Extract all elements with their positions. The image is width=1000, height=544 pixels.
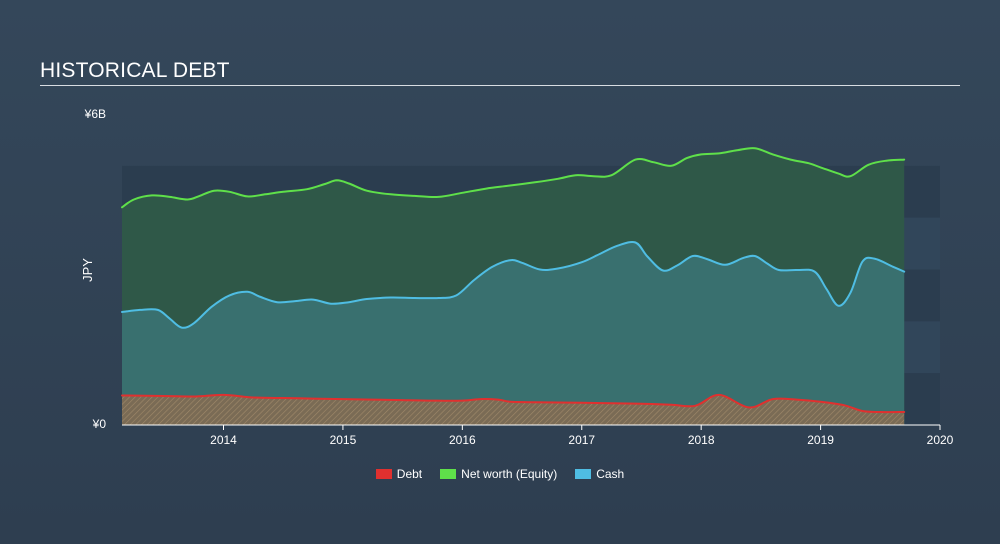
series-areas [122,148,905,425]
x-tick-label: 2020 [927,433,954,447]
legend-item-net-worth[interactable]: Net worth (Equity) [440,467,557,481]
line-cash [121,240,906,329]
x-tick-label: 2018 [688,433,715,447]
legend-label-cash: Cash [596,467,625,481]
series-lines [121,147,906,414]
y-tick-label-top: ¥6B [84,107,106,121]
x-tick-label: 2017 [568,433,595,447]
legend-item-cash[interactable]: Cash [575,467,624,481]
axes: ¥6B ¥0 JPY [80,107,106,431]
legend-swatch-net-worth [440,469,457,479]
y-axis-label: JPY [80,258,95,282]
x-tick-label: 2016 [449,433,476,447]
line-net-worth [121,147,906,209]
x-axis: 2014 2015 2016 2017 2018 2019 2020 [122,424,954,447]
legend-label-debt: Debt [396,467,423,481]
area-debt [122,394,905,425]
y-tick-label-bottom: ¥0 [92,417,107,431]
legend-item-debt[interactable]: Debt [375,467,423,481]
area-cash [122,241,905,425]
legend-swatch-cash [575,469,592,479]
chart-title: HISTORICAL DEBT [40,59,230,82]
legend-label-net-worth: Net worth (Equity) [461,467,558,481]
title-divider [40,85,960,86]
x-tick-label: 2015 [330,433,357,447]
x-tick-label: 2019 [807,433,834,447]
legend-swatch-debt [375,469,392,479]
line-debt [121,393,906,414]
x-tick-label: 2014 [210,433,237,447]
legend: Debt Net worth (Equity) Cash [0,467,1000,481]
